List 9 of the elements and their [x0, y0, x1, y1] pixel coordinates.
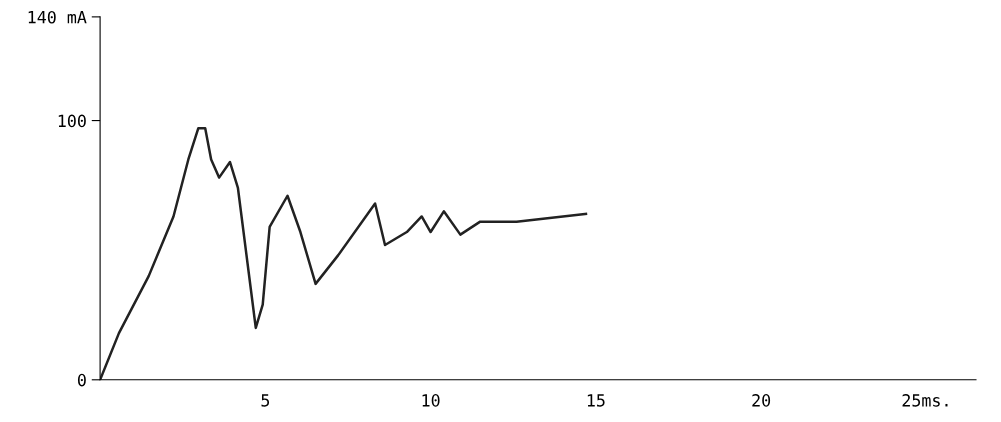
y-tick-label: 140 mA	[28, 10, 87, 24]
x-tick-label: 5	[261, 394, 270, 407]
y-tick-label: 0	[77, 373, 86, 387]
line-series	[100, 127, 588, 380]
x-tick-label: 25ms.	[902, 394, 948, 407]
x-tick-label: 20	[752, 394, 771, 407]
x-tick-label: 10	[422, 394, 440, 407]
x-tick-label: 15	[587, 394, 605, 407]
y-tick-label: 100	[58, 114, 86, 128]
